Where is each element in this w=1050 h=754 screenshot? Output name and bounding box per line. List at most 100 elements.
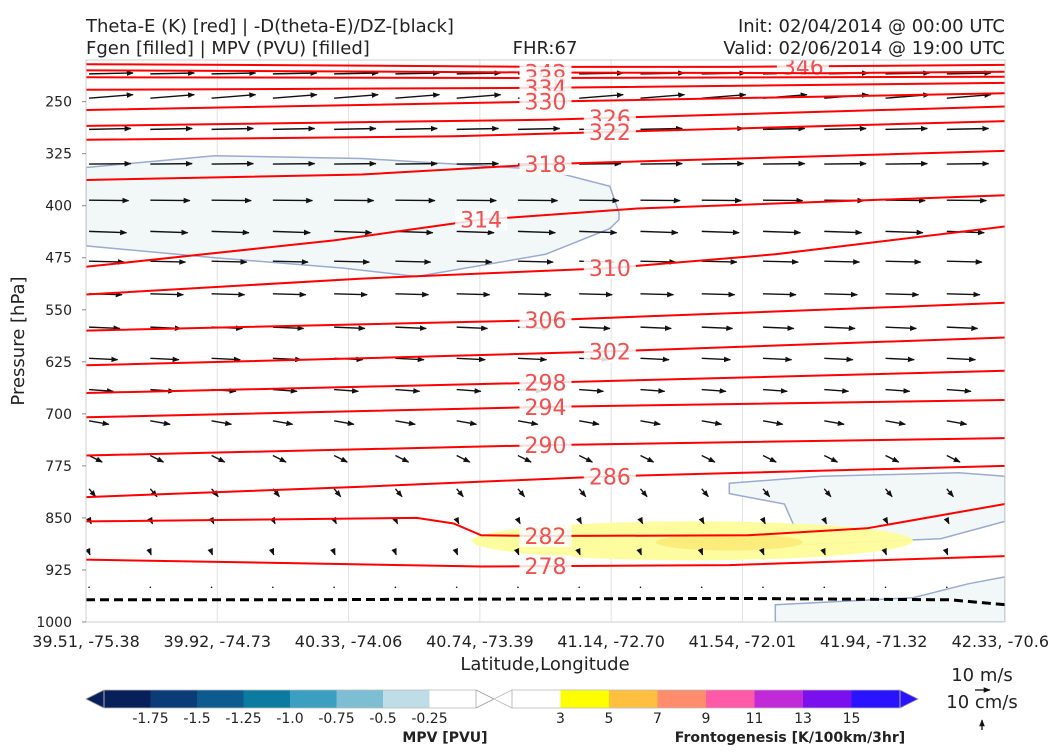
y-tick-label: 700 xyxy=(45,407,72,423)
theta-e-contour-label: 322 xyxy=(589,121,631,146)
vector-arrow xyxy=(395,129,437,130)
vector-arrow xyxy=(518,129,560,130)
vector-arrow xyxy=(886,553,887,555)
vector-arrow xyxy=(272,587,274,589)
vector-arrow xyxy=(333,587,335,589)
y-tick-label: 775 xyxy=(45,459,72,475)
vector-arrow xyxy=(150,73,194,74)
y-tick-label: 250 xyxy=(45,95,72,111)
vector-arrow xyxy=(702,294,735,295)
y-tick-label: 925 xyxy=(45,563,72,579)
vector-arrow xyxy=(824,294,857,295)
valid-time: Valid: 02/06/2014 @ 19:00 UTC xyxy=(723,38,1005,59)
x-tick-label: 41.94, -71.32 xyxy=(820,632,928,651)
vector-arrow xyxy=(886,294,919,295)
forecast-hour: FHR:67 xyxy=(513,38,578,59)
chart-title-line-1: Theta-E (K) [red] | -D(theta-E)/DZ-[blac… xyxy=(85,16,454,37)
fgen-colorbar-tick-label: 7 xyxy=(653,711,662,727)
fgen-colorbar-swatch xyxy=(512,690,561,708)
fgen-colorbar-tick-label: 15 xyxy=(843,711,861,727)
vector-arrow xyxy=(334,553,335,555)
init-time: Init: 02/04/2014 @ 00:00 UTC xyxy=(738,16,1005,37)
vector-arrow xyxy=(212,294,245,295)
vector-arrow xyxy=(457,129,499,130)
chart-title-line-2: Fgen [filled] | MPV (PVU) [filled] xyxy=(86,38,370,59)
vector-arrow xyxy=(211,587,213,589)
vector-arrow xyxy=(89,553,90,555)
vector-arrow xyxy=(273,129,315,130)
x-axis-label: Latitude,Longitude xyxy=(460,654,629,675)
vector-arrow xyxy=(702,553,703,555)
vector-arrow xyxy=(212,553,213,555)
vector-arrow xyxy=(150,587,152,589)
fgen-colorbar-swatch xyxy=(658,690,707,708)
y-tick-label: 1000 xyxy=(36,615,72,631)
y-tick-label: 400 xyxy=(45,199,72,215)
vector-arrow xyxy=(273,261,308,262)
x-tick-label: 40.74, -73.39 xyxy=(426,632,534,651)
vector-arrow xyxy=(150,261,185,262)
vector-arrow xyxy=(640,587,642,589)
vector-arrow xyxy=(150,553,151,555)
vector-arrow xyxy=(640,261,675,262)
mpv-colorbar-swatch xyxy=(104,690,151,708)
vector-arrow xyxy=(457,261,492,262)
fgen-colorbar-swatch xyxy=(609,690,658,708)
x-tick-label: 41.54, -72.01 xyxy=(689,632,797,651)
frontogenesis-colorbar-label: Frontogenesis [K/100km/3hr] xyxy=(675,730,905,746)
vector-arrow xyxy=(823,587,825,589)
vector-arrow xyxy=(518,261,553,262)
fgen-colorbar-tick-label: 11 xyxy=(746,711,764,727)
vector-arrow xyxy=(518,553,519,555)
y-tick-label: 850 xyxy=(45,511,72,527)
vector-arrow xyxy=(395,587,397,589)
mpv-colorbar-arrow-right xyxy=(476,690,494,708)
mpv-colorbar-tick-label: -1.75 xyxy=(132,711,168,727)
vector-arrow xyxy=(150,129,192,130)
mpv-colorbar-arrow-left xyxy=(86,690,104,708)
y-axis-label: Pressure [hPa] xyxy=(8,276,29,405)
vector-arrow xyxy=(763,129,805,130)
vector-arrow xyxy=(518,294,551,295)
vector-legend-label-horizontal: 10 m/s xyxy=(951,665,1013,686)
vector-arrow xyxy=(150,294,183,295)
vector-arrow xyxy=(273,294,306,295)
mpv-colorbar-swatch xyxy=(197,690,244,708)
mpv-colorbar-swatch xyxy=(151,690,198,708)
mpv-colorbar-swatch xyxy=(244,690,291,708)
theta-e-contour-label: 314 xyxy=(460,209,502,234)
vector-arrow xyxy=(885,587,887,589)
vector-arrow xyxy=(947,294,980,295)
mpv-colorbar-swatch xyxy=(290,690,337,708)
vector-arrow xyxy=(273,553,274,555)
x-tick-label: 41.14, -72.70 xyxy=(557,632,665,651)
fgen-colorbar-swatch xyxy=(852,690,901,708)
y-tick-label: 475 xyxy=(45,251,72,267)
vector-legend-label-vertical: 10 cm/s xyxy=(946,692,1018,713)
fgen-colorbar-swatch xyxy=(706,690,755,708)
vector-arrow xyxy=(395,553,396,555)
fgen-colorbar-arrow-right xyxy=(900,690,918,708)
y-tick-label: 325 xyxy=(45,147,72,163)
fgen-colorbar-swatch xyxy=(803,690,852,708)
mpv-colorbar-swatch xyxy=(430,690,477,708)
vector-arrow xyxy=(212,261,247,262)
mpv-colorbar-tick-label: -0.5 xyxy=(369,711,396,727)
vector-arrow xyxy=(89,261,124,262)
fgen-colorbar-arrow-left xyxy=(494,690,512,708)
mpv-colorbar-swatch xyxy=(383,690,430,708)
vector-arrow xyxy=(886,129,928,130)
theta-e-contour-label: 286 xyxy=(589,465,631,490)
x-tick-label: 40.33, -74.06 xyxy=(295,632,403,651)
vector-arrow xyxy=(824,261,859,262)
vector-arrow xyxy=(89,129,131,130)
vector-arrow xyxy=(763,553,764,555)
vector-arrow xyxy=(763,261,798,262)
vector-arrow xyxy=(824,553,825,555)
vector-arrow xyxy=(395,261,430,262)
theta-e-contour-label: 302 xyxy=(589,340,631,365)
vector-arrow xyxy=(334,129,376,130)
